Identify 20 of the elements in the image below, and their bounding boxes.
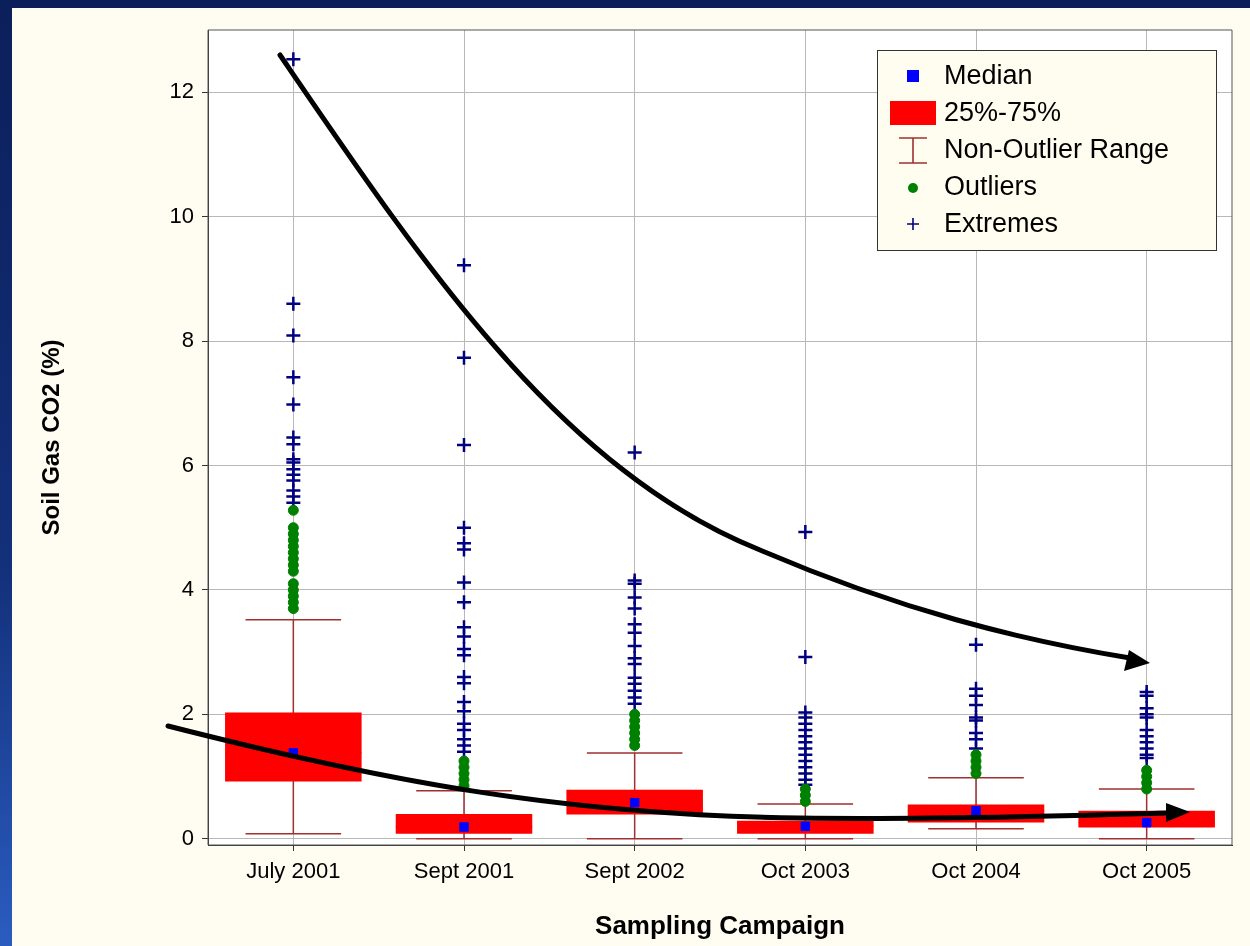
x-tick-label: Oct 2005 xyxy=(1102,858,1192,884)
legend-label: Extremes xyxy=(944,208,1059,239)
legend-label: Outliers xyxy=(944,171,1038,202)
y-tick-label: 8 xyxy=(181,327,194,353)
x-tick-label: July 2001 xyxy=(246,858,341,884)
x-tick-label: Oct 2003 xyxy=(760,858,850,884)
x-tick-label: Oct 2004 xyxy=(931,858,1021,884)
y-tick-label: 6 xyxy=(181,451,194,477)
legend-label: Median xyxy=(944,60,1033,91)
y-tick-label: 12 xyxy=(169,78,194,104)
annotation: Non-Outlier Range xyxy=(944,134,1170,165)
y-tick-label: 0 xyxy=(181,824,194,850)
y-tick-label: 10 xyxy=(169,202,194,228)
x-tick-label: Sept 2002 xyxy=(584,858,685,884)
y-tick-label: 4 xyxy=(181,575,194,601)
y-axis-title: Soil Gas CO2 (%) xyxy=(37,339,65,536)
y-tick-label: 2 xyxy=(181,700,194,726)
legend-label: 25%-75% xyxy=(944,97,1062,128)
x-axis-title: Sampling Campaign xyxy=(595,909,845,940)
x-tick-label: Sept 2001 xyxy=(413,858,515,884)
